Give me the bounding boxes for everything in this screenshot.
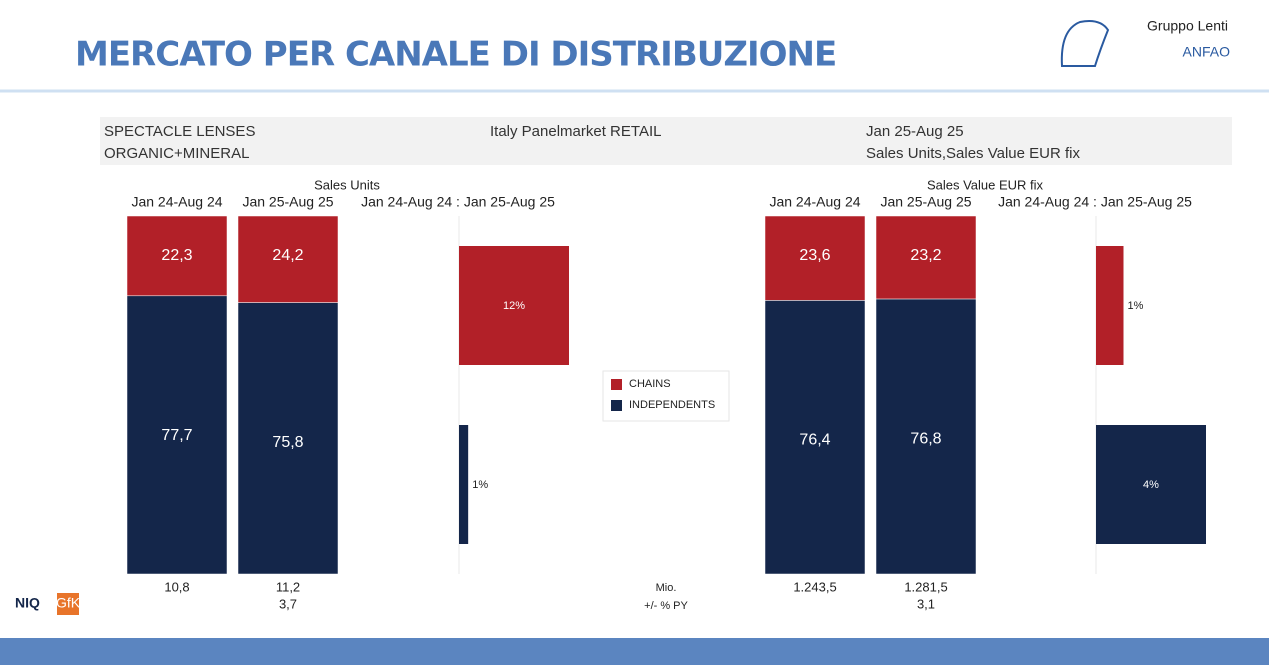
bar-segment — [126, 295, 228, 575]
total-label: 10,8 — [164, 579, 189, 594]
change-label: 3,1 — [917, 596, 935, 611]
info-text: Italy Panelmarket RETAIL — [490, 123, 661, 140]
x-tick-label: Jan 24-Aug 24 — [769, 194, 860, 210]
x-tick-label: Jan 24-Aug 24 — [131, 194, 222, 210]
value-label: 4% — [1143, 479, 1159, 491]
total-label: 1.281,5 — [904, 579, 947, 594]
info-text: ORGANIC+MINERAL — [104, 145, 249, 162]
bar-segment — [237, 302, 339, 575]
bar — [459, 425, 469, 544]
value-label: 77,7 — [161, 427, 192, 444]
bar-segment — [875, 215, 977, 300]
info-text: Sales Units,Sales Value EUR fix — [866, 145, 1080, 162]
slide-title: MERCATO PER CANALE DI DISTRIBUZIONE — [75, 35, 836, 75]
value-label: 75,8 — [272, 434, 303, 451]
row-label: Mio. — [656, 582, 677, 594]
bar-segment — [875, 298, 977, 575]
x-tick-label: Jan 25-Aug 25 — [242, 194, 333, 210]
value-label: 23,6 — [799, 247, 830, 264]
legend-swatch — [611, 379, 622, 390]
chart-title: Sales Value EUR fix — [927, 177, 1044, 192]
value-label: 24,2 — [272, 247, 303, 264]
logo: Gruppo Lenti ANFAO — [1060, 18, 1231, 67]
legend-label: INDEPENDENTS — [629, 399, 715, 411]
value-label: 76,8 — [910, 430, 941, 447]
chart-title: Sales Units — [314, 177, 380, 192]
value-label: 1% — [1128, 300, 1144, 312]
legend-label: CHAINS — [629, 378, 671, 390]
total-label: 11,2 — [276, 579, 300, 594]
chart-title: Jan 24-Aug 24 : Jan 25-Aug 25 — [361, 194, 555, 210]
logo-top: Gruppo Lenti — [1147, 18, 1228, 34]
bar-segment — [764, 300, 866, 575]
logo-mark — [1060, 20, 1110, 67]
legend-swatch — [611, 400, 622, 411]
bar — [459, 246, 569, 365]
legend-box — [602, 370, 730, 422]
bar — [1096, 425, 1206, 544]
info-text: SPECTACLE LENSES — [104, 123, 255, 140]
footer-band — [0, 638, 1269, 665]
footer-brand: GfK — [56, 595, 81, 611]
logo-name: ANFAO — [1183, 44, 1231, 60]
footer-logo — [57, 593, 79, 615]
info-text: Jan 25-Aug 25 — [866, 123, 964, 140]
value-label: 22,3 — [161, 247, 192, 264]
bar-segment — [764, 215, 866, 301]
info-box — [100, 117, 1232, 165]
x-tick-label: Jan 25-Aug 25 — [880, 194, 971, 210]
value-label: 76,4 — [799, 432, 830, 449]
value-label: 1% — [472, 479, 488, 491]
value-label: 23,2 — [910, 247, 941, 264]
row-label: +/- % PY — [644, 600, 688, 612]
chart-title: Jan 24-Aug 24 : Jan 25-Aug 25 — [998, 194, 1192, 210]
footer-brand: NIQ — [15, 595, 40, 611]
total-label: 1.243,5 — [793, 579, 836, 594]
bar — [1096, 246, 1124, 365]
bar-segment — [237, 215, 339, 303]
bar-segment — [126, 215, 228, 297]
value-label: 12% — [503, 300, 525, 312]
change-label: 3,7 — [279, 596, 297, 611]
